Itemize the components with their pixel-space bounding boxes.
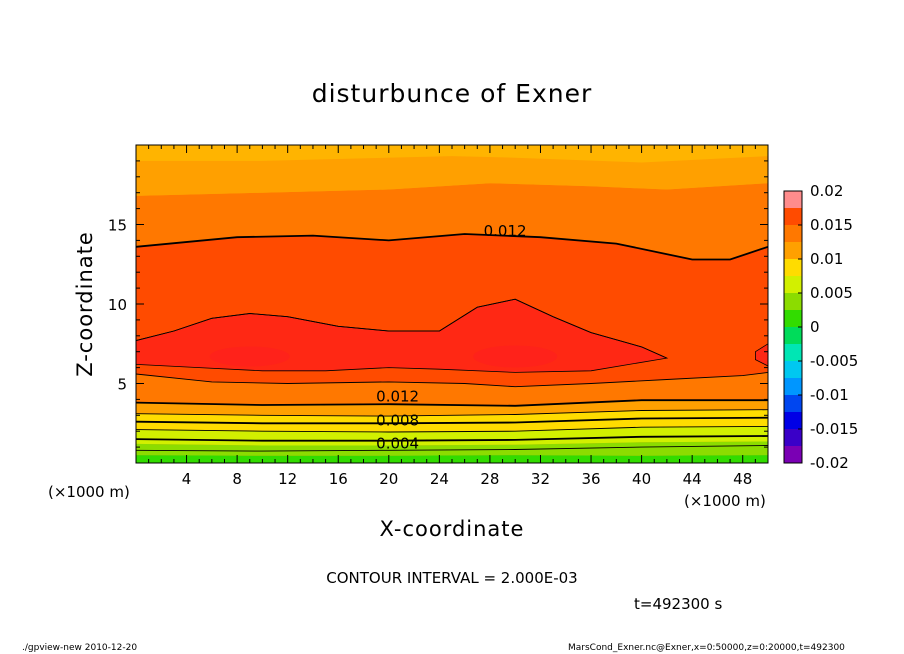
- colorbar-label: -0.015: [810, 420, 858, 438]
- colorbar-level-14: [784, 208, 802, 225]
- x-tick-label: 40: [632, 470, 651, 488]
- band-peak-right: [473, 345, 558, 368]
- colorbar-label: 0.02: [810, 182, 843, 200]
- contour-line-6: [136, 371, 768, 388]
- contour-line-core-right: [755, 343, 768, 367]
- x-tick-label: 12: [278, 470, 297, 488]
- footer-left: ./gpview-new 2010-12-20: [22, 643, 138, 653]
- filled-contours: [136, 145, 768, 463]
- contour-interval: CONTOUR INTERVAL = 2.000E-03: [326, 569, 577, 587]
- band-upper-3: [136, 145, 768, 163]
- y-axis-label: Z-coordinate: [73, 231, 97, 377]
- colorbar-level-7: [784, 327, 802, 344]
- footer-right: MarsCond_Exner.nc@Exner,x=0:50000,z=0:20…: [568, 643, 845, 653]
- x-axis: 4 8 12 16 20 24 28 32 36 40 44 48: [148, 145, 756, 488]
- colorbar-level-12: [784, 242, 802, 259]
- contour-line-3: [136, 416, 768, 425]
- band-peak-left: [209, 346, 290, 367]
- colorbar-level-5: [784, 361, 802, 378]
- contour-labels: 0.012 0.012 0.008 0.004: [376, 222, 527, 452]
- x-unit-left: (×1000 m): [48, 483, 130, 501]
- band-lower-1: [136, 441, 768, 456]
- x-tick-label: 20: [379, 470, 398, 488]
- colorbar-level-13: [784, 225, 802, 242]
- contour-label-0: 0.012: [484, 222, 527, 240]
- contour-line-1: [136, 435, 768, 442]
- colorbar-level-1: [784, 429, 802, 446]
- colorbar-label: -0.02: [810, 454, 849, 472]
- colorbar-label: -0.005: [810, 352, 858, 370]
- x-tick-label: 28: [480, 470, 499, 488]
- contour-lines: [136, 233, 768, 452]
- colorbar-level-6: [784, 344, 802, 361]
- colorbar-level-0: [784, 446, 802, 463]
- contour-label-3: 0.004: [376, 434, 419, 452]
- colorbar: 0.02 0.015 0.01 0.005 0 -0.005 -0.01 -0.015 -0.0…: [783, 182, 858, 472]
- y-tick-label: 15: [108, 217, 127, 235]
- colorbar-level-2: [784, 412, 802, 429]
- x-tick-label: 16: [329, 470, 348, 488]
- time-label: t=492300 s: [634, 595, 722, 613]
- band-lower-4: [136, 400, 768, 417]
- band-upper-2: [136, 156, 768, 196]
- band-lower-3: [136, 409, 768, 432]
- x-axis-label: X-coordinate: [380, 517, 525, 541]
- x-tick-label: 24: [430, 470, 449, 488]
- colorbar-level-4: [784, 378, 802, 395]
- contour-line-0: [136, 445, 768, 452]
- x-tick-label: 44: [683, 470, 702, 488]
- band-upper-1: [136, 183, 768, 260]
- colorbar-level-8: [784, 310, 802, 327]
- y-tick-label: 5: [117, 376, 127, 394]
- contour-line-core: [136, 298, 669, 373]
- x-tick-label: 32: [531, 470, 550, 488]
- x-tick-label: 36: [581, 470, 600, 488]
- x-unit-right: (×1000 m): [684, 492, 766, 510]
- colorbar-level-9: [784, 293, 802, 310]
- colorbar-label: 0.015: [810, 216, 853, 234]
- band-inner-core-right: [755, 343, 768, 366]
- colorbar-label: 0.01: [810, 250, 843, 268]
- contour-label-2: 0.008: [376, 411, 419, 429]
- x-tick-label: 8: [232, 470, 242, 488]
- x-tick-label: 4: [182, 470, 192, 488]
- contour-line-4: [136, 409, 768, 417]
- colorbar-label: -0.01: [810, 386, 849, 404]
- chart-title: disturbunce of Exner: [312, 79, 593, 108]
- colorbar-label: 0.005: [810, 284, 853, 302]
- colorbar-level-3: [784, 395, 802, 412]
- band-lower-5: [136, 372, 768, 406]
- colorbar-top-level: [784, 191, 802, 208]
- contour-line-2: [136, 425, 768, 433]
- contour-label-1: 0.012: [376, 387, 419, 405]
- y-tick-label: 10: [108, 296, 127, 314]
- contour-line-8: [136, 233, 768, 261]
- x-tick-label: 48: [733, 470, 752, 488]
- colorbar-level-11: [784, 259, 802, 276]
- colorbar-level-10: [784, 276, 802, 293]
- colorbar-label: 0: [810, 318, 820, 336]
- contour-line-5: [136, 399, 768, 407]
- y-axis: 5 10 15: [108, 160, 768, 448]
